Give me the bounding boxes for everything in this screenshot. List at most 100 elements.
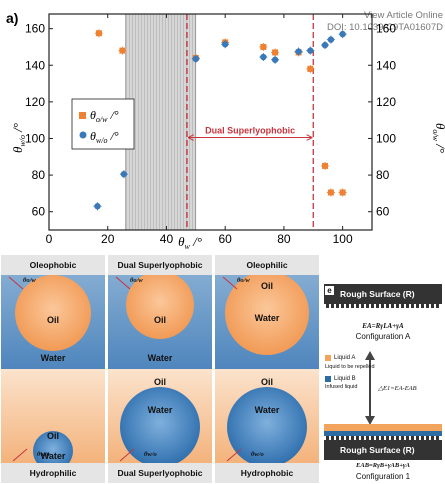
surface-tooth xyxy=(331,436,334,440)
surface-tooth xyxy=(401,436,404,440)
y-tick-label-left: 80 xyxy=(32,168,46,182)
surface-tooth xyxy=(366,304,369,308)
y-tick-label-right: 120 xyxy=(376,95,396,109)
panel-bottom-label: Dual Superlyophobic xyxy=(117,468,203,478)
surface-tooth xyxy=(371,436,374,440)
delta-energy-equation: △E1=EA-EAB xyxy=(378,385,417,392)
contact-angle-chart: a) θw /° θw/o /° θo/w /° Dual Superlyoph… xyxy=(6,10,445,250)
angle-label-top: θo/w xyxy=(23,277,36,284)
surface-tooth xyxy=(386,304,389,308)
y-tick-label-left: 160 xyxy=(25,22,45,36)
bottom-substrate xyxy=(108,463,212,483)
blue-circle-point xyxy=(307,47,314,54)
water-droplet-label: Water xyxy=(254,405,280,415)
panel-a-label: a) xyxy=(6,10,18,26)
water-droplet xyxy=(33,431,73,463)
surface-tooth xyxy=(421,436,424,440)
transition-arrow-up xyxy=(365,351,375,360)
top-substrate xyxy=(108,255,212,275)
surface-tooth xyxy=(391,304,394,308)
y-tick-label-right: 80 xyxy=(376,168,390,182)
panel-bottom-label: Hydrophobic xyxy=(240,468,294,478)
liquid-a-layer xyxy=(324,424,442,431)
surface-tooth xyxy=(416,436,419,440)
surface-tooth xyxy=(436,436,439,440)
blue-circle-point xyxy=(295,48,302,55)
x-tick-label: 0 xyxy=(46,232,53,246)
blue-circle-point xyxy=(321,41,329,49)
surface-tooth xyxy=(426,304,429,308)
orange-square-point xyxy=(272,49,279,56)
surface-tooth xyxy=(381,436,384,440)
surface-tooth xyxy=(366,436,369,440)
y-axis-left-label: θw/o /° xyxy=(10,123,27,153)
surface-tooth xyxy=(346,436,349,440)
surface-tooth xyxy=(326,304,329,308)
configuration-a-label: Configuration A xyxy=(355,332,411,341)
legend-entry-o-w: θo/w /° xyxy=(90,108,119,124)
surface-tooth xyxy=(361,304,364,308)
y-axis-right-label: θo/w /° xyxy=(431,123,445,153)
legend-entry-w-o: θw/o /° xyxy=(90,129,119,145)
surface-teeth-bottom xyxy=(326,436,439,440)
surface-tooth xyxy=(351,436,354,440)
y-tick-label-left: 60 xyxy=(32,205,46,219)
liquid-a-label: Liquid A xyxy=(334,355,356,361)
water-droplet-label: Water xyxy=(40,451,66,461)
orange-square-point xyxy=(260,43,267,50)
panel-bottom-label: Hydrophilic xyxy=(29,468,77,478)
liquid-a-desc: Liquid to be repelled xyxy=(325,364,375,370)
blue-circle-point xyxy=(192,55,200,63)
blue-circle-point xyxy=(271,56,279,63)
panel-c: Dual Superlyophobic Dual Superlyophobic θo… xyxy=(108,255,212,483)
chart-legend: θo/w /° θw/o /° xyxy=(71,98,135,150)
surface-tooth xyxy=(341,304,344,308)
oil-droplet-label: Oil xyxy=(260,281,273,291)
surface-tooth xyxy=(431,436,434,440)
panel-graphic xyxy=(215,255,319,483)
angle-line-top xyxy=(222,276,238,290)
oil-droplet-label: Oil xyxy=(153,315,166,325)
shaded-region xyxy=(125,13,197,231)
surface-tooth xyxy=(396,304,399,308)
blue-circle-point xyxy=(327,36,335,43)
configuration-graphic xyxy=(324,284,442,460)
panel-top-label: Oleophilic xyxy=(246,260,288,270)
doi-link[interactable]: DOI: 10.1039/C9TA01607D xyxy=(326,22,443,33)
y-tick-label-left: 100 xyxy=(25,131,45,145)
liquid-b-label: Liquid B xyxy=(334,376,356,382)
surface-tooth xyxy=(351,304,354,308)
energy-equation-a: EA=RγLA+γA xyxy=(362,322,404,330)
oil-medium-label: Oil xyxy=(260,377,273,387)
surface-tooth xyxy=(411,304,414,308)
y-tick-label-left: 120 xyxy=(25,95,45,109)
bottom-substrate xyxy=(215,463,319,483)
article-header: View Article Online DOI: 10.1039/C9TA016… xyxy=(327,10,443,34)
dual-superlyophobic-label: Dual Superlyophobic xyxy=(205,126,295,136)
x-axis-label: θw /° xyxy=(178,234,202,250)
y-tick-label-right: 60 xyxy=(376,205,390,219)
surface-tooth xyxy=(421,304,424,308)
legend-blue-circle-marker xyxy=(79,131,87,139)
bottom-substrate xyxy=(1,463,105,483)
orange-square-point xyxy=(339,189,346,196)
panel-d: Oleophilic Hydrophobic θo/w θw/o Oil Water Oil… xyxy=(215,255,319,483)
y-tick-label-right: 160 xyxy=(376,22,396,36)
legend-box xyxy=(71,98,135,150)
surface-tooth xyxy=(406,436,409,440)
water-droplet xyxy=(120,387,200,463)
x-tick-label: 40 xyxy=(160,232,174,246)
panel-graphic xyxy=(1,255,105,483)
angle-label-top: θo/w xyxy=(130,277,143,284)
surface-tooth xyxy=(341,436,344,440)
angle-line-bottom xyxy=(12,448,28,462)
surface-tooth xyxy=(346,304,349,308)
liquid-b-layer xyxy=(324,431,442,436)
x-tick-label: 100 xyxy=(333,232,353,246)
angle-label-bottom: θw/o xyxy=(251,451,264,458)
view-article-link[interactable]: View Article Online xyxy=(363,10,443,21)
surface-tooth xyxy=(436,304,439,308)
panel-top-label: Dual Superlyophobic xyxy=(117,260,203,270)
surface-tooth xyxy=(426,436,429,440)
blue-circle-point xyxy=(260,53,267,61)
